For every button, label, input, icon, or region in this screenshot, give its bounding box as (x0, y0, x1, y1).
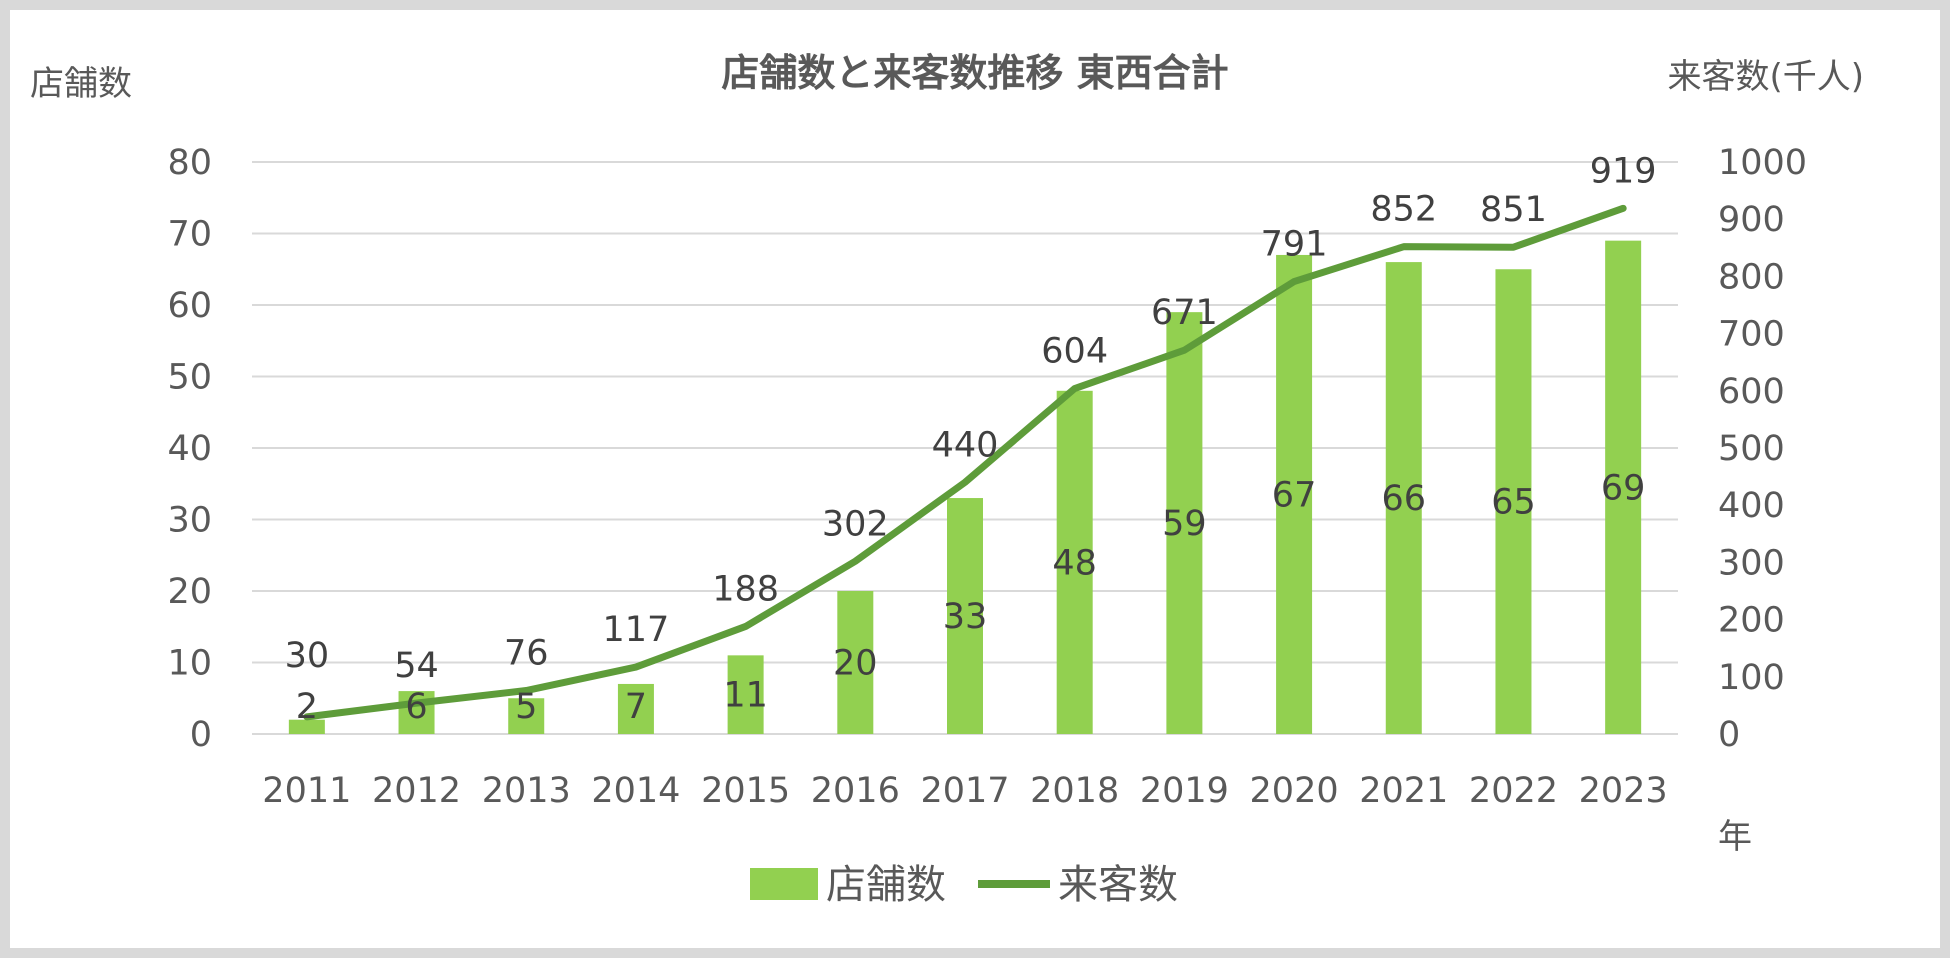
line-value-label: 852 (1370, 190, 1437, 230)
bar-value-label: 2 (296, 687, 318, 727)
line-path (303, 204, 1627, 721)
left-tick-label: 0 (190, 715, 212, 755)
bar (1056, 390, 1093, 734)
bar-value-label: 66 (1381, 479, 1426, 519)
x-tick-label: 2014 (591, 771, 680, 811)
x-tick-label: 2017 (920, 771, 1009, 811)
line-value-label: 30 (285, 636, 330, 676)
x-tick-label: 2023 (1579, 771, 1668, 811)
line-value-label: 54 (394, 646, 439, 686)
right-tick-label: 100 (1718, 658, 1785, 698)
bar-value-label: 20 (833, 644, 878, 684)
bar (1385, 262, 1422, 734)
line-value-label: 188 (712, 569, 779, 609)
line-value-label: 851 (1480, 190, 1547, 230)
left-tick-label: 10 (167, 644, 212, 684)
left-axis-title: 店舗数 (30, 64, 132, 104)
x-tick-label: 2011 (262, 771, 351, 811)
bar (947, 498, 983, 734)
x-tick-label: 2018 (1030, 771, 1119, 811)
bar-value-label: 33 (943, 597, 988, 637)
line-value-label: 791 (1261, 225, 1328, 265)
right-tick-label: 300 (1718, 543, 1785, 583)
right-tick-label: 700 (1718, 315, 1785, 355)
left-tick-label: 50 (167, 358, 212, 398)
right-tick-label: 500 (1718, 429, 1785, 469)
left-tick-label: 80 (167, 143, 212, 183)
right-tick-label: 900 (1718, 200, 1785, 240)
bar-value-label: 59 (1162, 504, 1207, 544)
right-tick-label: 1000 (1718, 143, 1807, 183)
x-tick-label: 2015 (701, 771, 790, 811)
right-tick-label: 600 (1718, 372, 1785, 412)
x-tick-label: 2022 (1469, 771, 1558, 811)
bar (1276, 254, 1313, 734)
bar-value-label: 65 (1491, 483, 1536, 523)
x-tick-label: 2019 (1140, 771, 1229, 811)
line-value-label: 440 (932, 425, 999, 465)
bar-value-label: 69 (1601, 468, 1646, 508)
right-tick-label: 400 (1718, 486, 1785, 526)
legend: 店舗数 来客数 (750, 862, 1178, 908)
right-tick-label: 200 (1718, 601, 1785, 641)
left-tick-label: 60 (167, 286, 212, 326)
x-tick-label: 2016 (811, 771, 900, 811)
bar-value-label: 11 (723, 676, 768, 716)
chart-title: 店舗数と来客数推移 東西合計 (721, 51, 1228, 95)
bar (617, 683, 654, 734)
line-value-label: 117 (603, 610, 670, 650)
bar (1605, 240, 1642, 734)
line-value-label: 604 (1041, 332, 1108, 372)
axis-ticks: 0102030405060708001002003004005006007008… (167, 143, 1807, 811)
bar (837, 591, 874, 734)
bar (508, 698, 545, 734)
bar (288, 719, 325, 734)
right-tick-label: 0 (1718, 715, 1740, 755)
left-tick-label: 40 (167, 429, 212, 469)
legend-swatch-bar (750, 868, 818, 900)
line-value-label: 76 (504, 634, 549, 674)
bar-value-label: 6 (405, 687, 427, 727)
legend-label-line: 来客数 (1058, 862, 1178, 908)
line-series (303, 204, 1627, 721)
bar-value-label: 7 (625, 687, 647, 727)
x-tick-label: 2013 (482, 771, 571, 811)
left-tick-label: 20 (167, 572, 212, 612)
left-tick-label: 30 (167, 501, 212, 541)
bar (727, 655, 764, 734)
right-tick-label: 800 (1718, 257, 1785, 297)
bar-series (288, 240, 1642, 734)
bar-value-label: 5 (515, 687, 537, 727)
line-value-label: 671 (1151, 293, 1218, 333)
bar (1166, 312, 1203, 734)
x-tick-label: 2012 (372, 771, 461, 811)
line-value-label: 302 (822, 504, 889, 544)
x-tick-label: 2020 (1250, 771, 1339, 811)
legend-label-bar: 店舗数 (826, 862, 946, 908)
x-tick-label: 2021 (1359, 771, 1448, 811)
right-axis-title: 来客数(千人) (1667, 57, 1864, 97)
line-value-label: 919 (1590, 151, 1657, 191)
x-axis-title: 年 (1718, 817, 1752, 857)
bar (1495, 269, 1532, 734)
left-tick-label: 70 (167, 215, 212, 255)
bar-value-label: 48 (1052, 543, 1097, 583)
bar-value-label: 67 (1272, 475, 1317, 515)
